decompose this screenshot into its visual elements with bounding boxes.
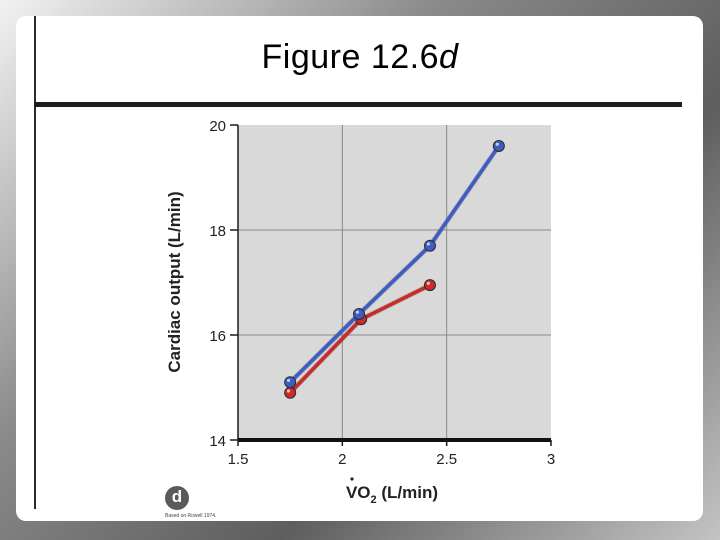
vo2-dot-accent (350, 477, 354, 481)
x-axis-label-sub: 2 (371, 494, 377, 506)
y-tick-label: 20 (209, 118, 226, 135)
title-main: Figure 12.6 (261, 38, 440, 76)
data-point-highlight (286, 378, 291, 383)
data-point (284, 386, 297, 399)
tick-labels: 14 16 18 20 1.5 2 2.5 3 (209, 118, 555, 468)
top-rule (34, 102, 682, 107)
data-point-highlight (495, 142, 499, 146)
left-rule (34, 16, 36, 509)
x-tick-label: 2.5 (436, 451, 457, 468)
y-tick-label: 16 (209, 328, 226, 345)
data-point-highlight (355, 310, 360, 314)
x-axis-label: VO2 (L/min) (346, 483, 438, 506)
figure-badge: d (165, 486, 189, 510)
x-tick-label: 2 (338, 451, 346, 468)
data-point (284, 376, 297, 389)
data-point (353, 308, 366, 320)
series-group (284, 140, 505, 399)
x-tick-label: 3 (547, 451, 555, 468)
data-point (492, 140, 505, 152)
grid-lines (238, 125, 551, 440)
y-tick-label: 18 (209, 223, 226, 240)
series-line (288, 145, 501, 384)
data-point-highlight (426, 242, 430, 246)
x-axis-label-main: VO (346, 483, 371, 502)
data-point (423, 279, 436, 292)
data-point (423, 239, 436, 252)
data-point-highlight (426, 281, 430, 285)
title-suffix: d (439, 38, 459, 76)
x-axis-label-tail: (L/min) (377, 483, 438, 502)
data-point-highlight (286, 389, 291, 393)
axes (230, 124, 552, 446)
x-tick-label: 1.5 (228, 451, 249, 468)
y-tick-label: 14 (209, 433, 226, 450)
y-axis-label: Cardiac output (L/min) (165, 191, 184, 372)
source-note: Based on Rowell 1974. (165, 513, 217, 519)
page-title: Figure 12.6d (0, 38, 720, 77)
